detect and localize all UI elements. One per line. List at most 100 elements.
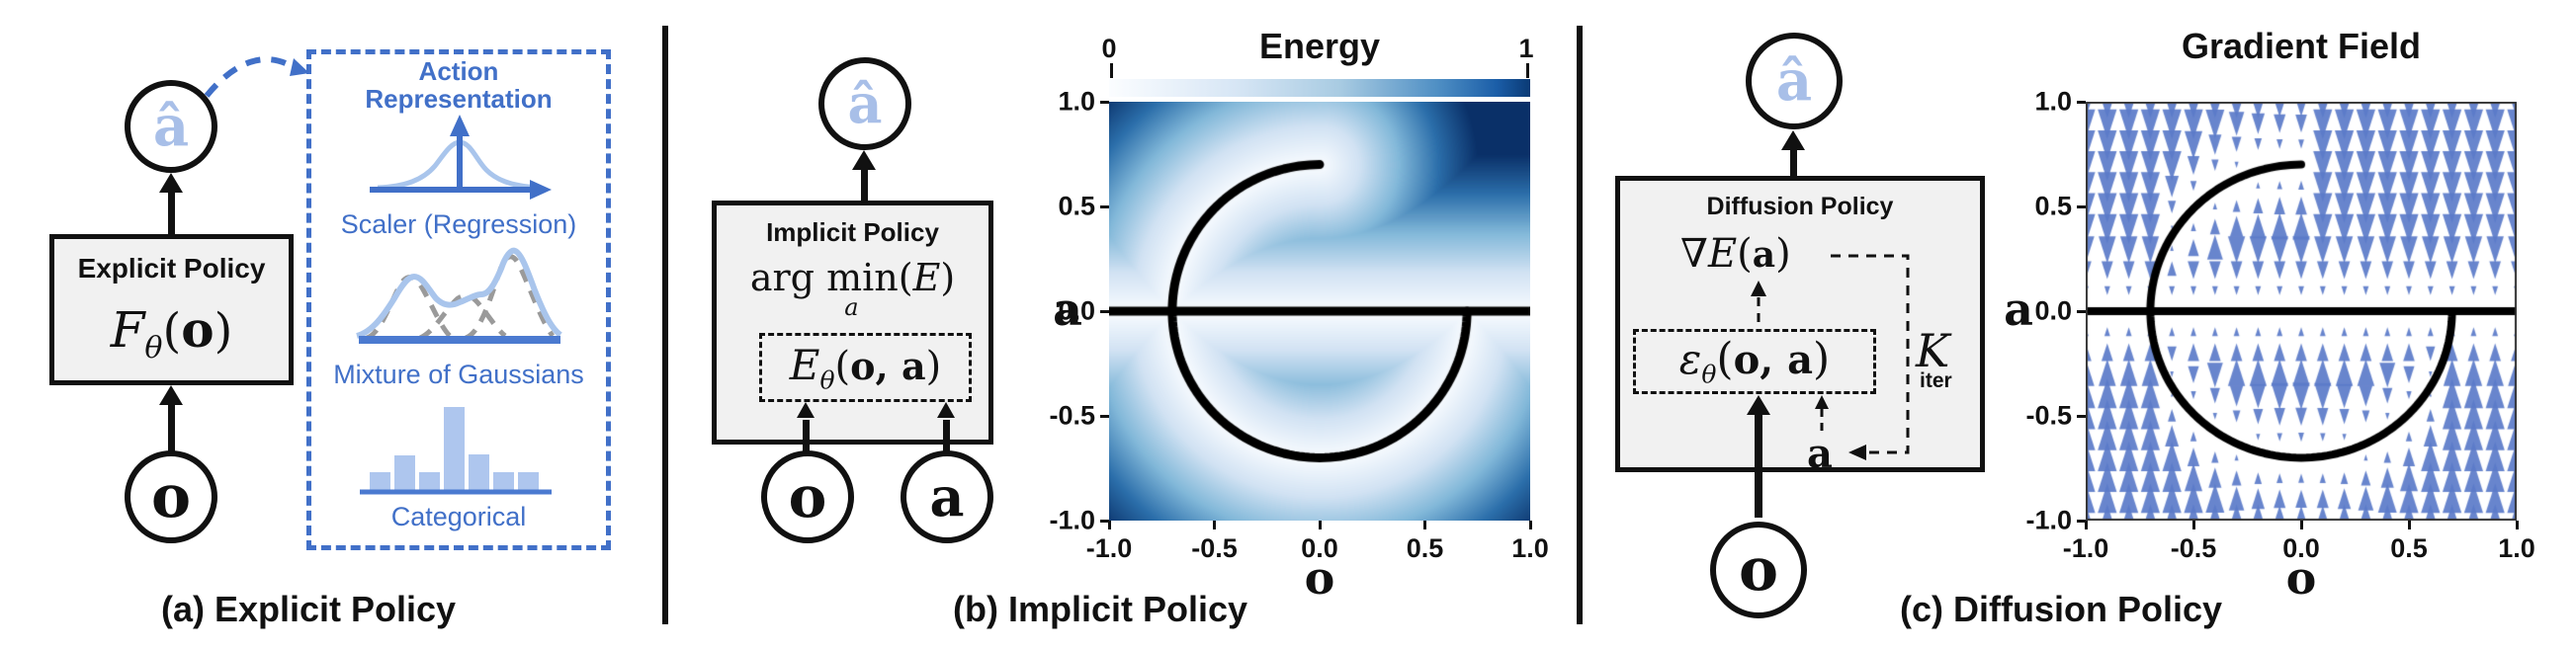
x-tick-label: -0.5 (2170, 533, 2217, 563)
x-tick-label: 0.0 (1301, 533, 1338, 563)
energy-heatmap (1109, 102, 1530, 521)
x-tick (1107, 521, 1111, 529)
energy-function-formula: Eθ(o, a) (789, 340, 942, 395)
panel-divider (662, 26, 668, 624)
arrowhead-up-icon (852, 150, 876, 170)
y-tick-label: 0.0 (1058, 295, 1095, 326)
energy-xlabel: o (1304, 551, 1335, 605)
explicit-policy-title: Explicit Policy (77, 253, 266, 284)
predicted-action-node-a: â (125, 80, 217, 173)
mixture-of-gaussians-chart (356, 247, 562, 344)
x-tick (1213, 521, 1216, 529)
y-tick (2077, 204, 2086, 208)
k-iterations: K (1916, 324, 1950, 377)
arrowhead-up-icon (937, 402, 955, 418)
arrowhead-up-icon (1781, 130, 1805, 150)
y-tick-label: -1.0 (1049, 505, 1095, 535)
x-tick (2191, 521, 2195, 529)
action-representation-box (306, 49, 611, 550)
observation-node-a: o (125, 450, 217, 543)
argmin-subscript: a (844, 293, 859, 321)
colorbar-max-label: 1 (1518, 34, 1534, 63)
y-tick (1100, 204, 1109, 208)
caption-a: (a) Explicit Policy (160, 589, 457, 629)
y-tick-label: -1.0 (2025, 505, 2072, 535)
observation-node-b: o (761, 450, 854, 543)
x-tick-label: -1.0 (1085, 533, 1133, 563)
a-hat-label: â (1775, 48, 1813, 114)
y-tick (1100, 309, 1109, 313)
energy-ylabel: a (1053, 283, 1082, 336)
arrowhead-up-icon (1747, 395, 1770, 415)
loop-action-var: a (1807, 431, 1833, 477)
action-representation-title: Action Representation (365, 56, 553, 114)
a-hat-label: â (847, 72, 883, 135)
arrow-box-to-ahat (1790, 148, 1797, 176)
x-tick (2084, 521, 2088, 529)
scaler-regression-chart (370, 115, 552, 200)
explicit-policy-box: Explicit Policy Fθ(o) (49, 234, 294, 385)
x-tick (2299, 521, 2303, 529)
scaler-label: Scaler (Regression) (340, 209, 577, 239)
y-tick (2077, 100, 2086, 104)
categorical-label: Categorical (390, 502, 527, 531)
x-tick-label: 1.0 (1511, 533, 1549, 563)
energy-colorbar (1109, 79, 1530, 97)
colorbar-tick (1526, 63, 1529, 78)
y-tick (2077, 414, 2086, 418)
y-tick-label: 1.0 (2034, 86, 2072, 117)
arrow-box-to-ahat (861, 168, 868, 201)
predicted-action-node-c: â (1746, 33, 1843, 129)
y-tick (1100, 519, 1109, 523)
arrow-obs-to-box (1755, 413, 1762, 518)
dashed-arrow-to-action-representation (204, 56, 309, 98)
x-tick (1318, 521, 1322, 529)
diffusion-policy-box: Diffusion Policy (1615, 176, 1985, 472)
x-tick-label: 0.5 (1406, 533, 1444, 563)
mixture-label: Mixture of Gaussians (333, 360, 584, 389)
y-tick-label: 0.5 (1058, 191, 1095, 221)
act-label: a (929, 465, 965, 528)
colorbar-tick (1110, 63, 1113, 78)
gradient-ylabel: a (2004, 283, 2033, 336)
caption-b: (b) Implicit Policy (952, 589, 1248, 629)
obs-label: o (1738, 535, 1779, 605)
y-tick (1100, 414, 1109, 418)
a-hat-label: â (152, 94, 190, 159)
x-tick (1528, 521, 1532, 529)
y-tick-label: 0.5 (2034, 191, 2072, 221)
obs-label: o (150, 462, 192, 531)
dashed-arrow-a-to-eps (1815, 395, 1829, 431)
x-tick-label: 0.0 (2282, 533, 2320, 563)
diffusion-policy-title: Diffusion Policy (1706, 193, 1894, 220)
arrow-box-to-ahat (168, 191, 175, 234)
energy-title: Energy (1258, 26, 1381, 66)
x-tick (1423, 521, 1426, 529)
argmin-formula: arg min(E) a (749, 256, 956, 321)
obs-label: o (788, 463, 827, 530)
noise-predictor-box: εθ(o, a) (1633, 329, 1876, 394)
x-tick-label: 1.0 (2498, 533, 2535, 563)
y-tick (1100, 100, 1109, 104)
y-tick-label: 1.0 (1058, 86, 1095, 117)
arrow-obs-to-box (803, 420, 810, 451)
gradient-field-title: Gradient Field (2181, 26, 2422, 66)
gradient-formula: ∇E(a) (1680, 231, 1791, 277)
caption-c: (c) Diffusion Policy (1899, 589, 2223, 629)
gradient-field-quiver (2086, 102, 2517, 521)
observation-node-c: o (1710, 522, 1807, 618)
x-tick (2407, 521, 2411, 529)
noise-predictor-formula: εθ(o, a) (1678, 334, 1831, 389)
panel-divider (1577, 26, 1583, 624)
dashed-arrow-eps-to-grad (1751, 281, 1766, 322)
implicit-policy-title: Implicit Policy (766, 217, 939, 247)
arrowhead-up-icon (159, 173, 183, 193)
x-tick-label: -0.5 (1191, 533, 1238, 563)
y-tick-label: 0.0 (2034, 295, 2072, 326)
x-tick-label: -1.0 (2062, 533, 2109, 563)
categorical-chart (360, 407, 552, 495)
implicit-policy-box: Implicit Policy arg min(E) a Eθ(o, a) (712, 201, 993, 445)
iter-label: iter (1920, 369, 1952, 392)
iteration-loop-dashes (1831, 254, 1910, 460)
